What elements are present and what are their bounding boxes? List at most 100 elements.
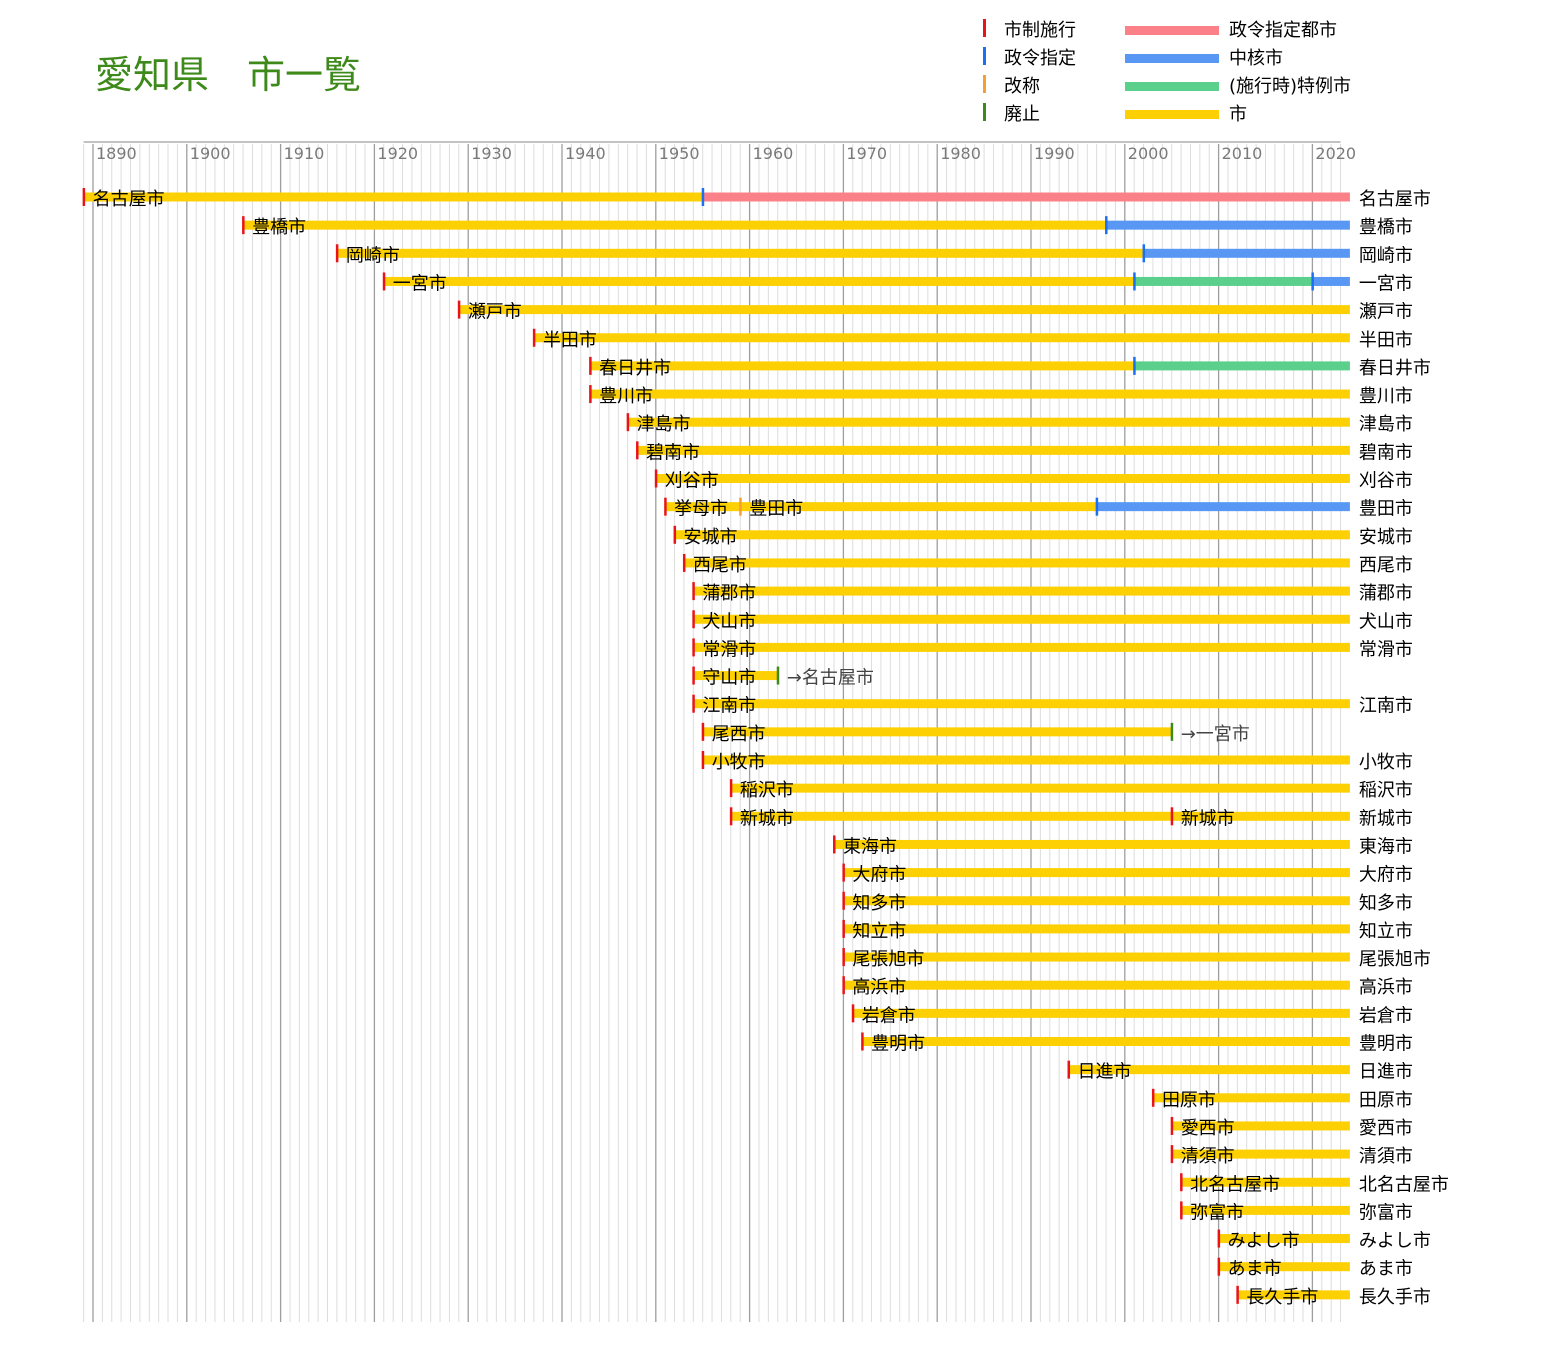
x-tick-label: 1940 bbox=[565, 144, 606, 163]
bar-segment-shi bbox=[655, 474, 1350, 483]
marker-shisei bbox=[1180, 1173, 1183, 1192]
marker-shisei bbox=[242, 216, 245, 235]
city-row: 小牧市 小牧市 bbox=[701, 751, 1413, 773]
x-tick-label: 1900 bbox=[190, 144, 231, 163]
bar-segment-shi bbox=[693, 671, 778, 681]
x-tick-label: 1960 bbox=[753, 144, 794, 163]
marker-shisei bbox=[701, 722, 705, 741]
bar-segment-shi bbox=[702, 727, 1172, 737]
x-tick-label: 1980 bbox=[940, 144, 981, 163]
city-row: 常滑市 常滑市 bbox=[692, 638, 1413, 660]
marker-shisei bbox=[692, 610, 695, 629]
bar-segment-chukaku bbox=[1143, 248, 1350, 258]
bar-segment-shi bbox=[843, 868, 1350, 878]
city-start-label: 一宮市 bbox=[393, 273, 447, 294]
city-start-label: 稲沢市 bbox=[740, 780, 794, 801]
city-right-label: 刈谷市 bbox=[1359, 471, 1413, 492]
city-row: 豊明市 豊明市 bbox=[861, 1032, 1413, 1055]
legend-bar-seirei_bar bbox=[1125, 26, 1219, 35]
bar-segment-chukaku bbox=[1312, 276, 1350, 286]
city-row: 東海市 東海市 bbox=[833, 835, 1413, 857]
city-row: 半田市 半田市 bbox=[532, 328, 1413, 351]
legend-label: 改称 bbox=[1004, 76, 1040, 97]
marker-kaisho bbox=[739, 497, 742, 516]
city-right-label: 長久手市 bbox=[1359, 1287, 1431, 1308]
city-start-label: 常滑市 bbox=[702, 639, 756, 660]
marker-name-label: 豊田市 bbox=[749, 499, 803, 520]
marker-shisei bbox=[692, 694, 695, 713]
city-row: 守山市 →名古屋市 bbox=[692, 666, 874, 689]
city-start-label: 挙母市 bbox=[674, 499, 728, 520]
marker-haishi bbox=[776, 666, 780, 685]
city-right-label: 小牧市 bbox=[1359, 752, 1413, 773]
city-right-label: 名古屋市 bbox=[1359, 189, 1431, 210]
city-right-label: 新城市 bbox=[1359, 808, 1413, 829]
city-start-label: 長久手市 bbox=[1246, 1287, 1318, 1308]
city-start-label: みよし市 bbox=[1228, 1231, 1300, 1252]
city-start-label: 豊橋市 bbox=[252, 217, 306, 238]
city-row: 江南市 江南市 bbox=[692, 694, 1413, 717]
bar-segment-chukaku bbox=[1096, 502, 1350, 512]
city-row: 岩倉市 岩倉市 bbox=[851, 1004, 1413, 1026]
city-start-label: 大府市 bbox=[852, 865, 906, 886]
city-start-label: 豊明市 bbox=[871, 1034, 925, 1055]
marker-seirei bbox=[1105, 216, 1108, 235]
city-right-label: 江南市 bbox=[1359, 696, 1413, 717]
marker-shisei bbox=[1151, 1088, 1155, 1107]
city-start-label: 北名古屋市 bbox=[1190, 1174, 1280, 1195]
marker-seirei bbox=[1133, 272, 1136, 291]
city-right-label: 知立市 bbox=[1359, 921, 1413, 942]
city-right-label: 半田市 bbox=[1359, 330, 1413, 351]
marker-shisei bbox=[682, 553, 686, 572]
marker-seirei bbox=[1142, 244, 1146, 263]
city-row: 尾西市 →一宮市 bbox=[701, 722, 1250, 745]
bar-segment-shi bbox=[693, 614, 1350, 624]
city-start-label: 名古屋市 bbox=[93, 189, 165, 210]
marker-shisei bbox=[701, 751, 705, 769]
city-right-label: 豊明市 bbox=[1359, 1034, 1413, 1055]
city-right-label: 碧南市 bbox=[1359, 442, 1413, 463]
city-start-label: 津島市 bbox=[637, 414, 691, 435]
city-row: 安城市 安城市 bbox=[673, 525, 1413, 548]
city-row: 瀬戸市 瀬戸市 bbox=[457, 300, 1413, 323]
city-row: 犬山市 犬山市 bbox=[692, 610, 1413, 632]
legend-marker-shisei bbox=[983, 19, 986, 37]
marker-shisei bbox=[589, 385, 592, 404]
legend-bar-chukaku_bar bbox=[1125, 54, 1219, 63]
city-right-label: 北名古屋市 bbox=[1359, 1174, 1449, 1195]
city-start-label: 安城市 bbox=[684, 527, 738, 548]
city-row: 碧南市 碧南市 bbox=[636, 441, 1413, 463]
city-row: 弥富市 弥富市 bbox=[1180, 1201, 1413, 1223]
city-row: 豊橋市 豊橋市 bbox=[242, 216, 1413, 238]
city-start-label: 岡崎市 bbox=[346, 245, 400, 266]
marker-haishi bbox=[1170, 722, 1174, 741]
marker-shisei bbox=[692, 638, 695, 657]
city-right-label: 尾張旭市 bbox=[1359, 949, 1431, 970]
city-start-label: 田原市 bbox=[1162, 1090, 1216, 1111]
bar-segment-shi bbox=[1171, 1149, 1350, 1159]
city-row: 高浜市 高浜市 bbox=[842, 976, 1413, 998]
x-tick-label: 2020 bbox=[1315, 144, 1356, 163]
city-row: 西尾市 西尾市 bbox=[682, 553, 1413, 576]
city-right-label: 岩倉市 bbox=[1359, 1005, 1413, 1026]
city-row: 尾張旭市 尾張旭市 bbox=[842, 948, 1431, 970]
merged-into-label: →名古屋市 bbox=[787, 668, 874, 689]
x-tick-label: 1910 bbox=[284, 144, 325, 163]
bar-segment-shi bbox=[693, 642, 1350, 652]
marker-shisei bbox=[842, 863, 845, 882]
bar-segment-shi bbox=[1181, 1177, 1350, 1187]
x-tick-label: 1990 bbox=[1034, 144, 1075, 163]
city-row: あま市 あま市 bbox=[1217, 1257, 1413, 1280]
bar-segment-shi bbox=[458, 305, 1350, 315]
bar-segment-shi bbox=[1068, 1065, 1350, 1075]
bar-segment-shi bbox=[590, 389, 1350, 399]
city-right-label: 岡崎市 bbox=[1359, 245, 1413, 266]
city-start-label: 清須市 bbox=[1181, 1146, 1235, 1167]
marker-shisei bbox=[861, 1032, 864, 1051]
bar-segment-shi bbox=[834, 839, 1350, 849]
bar-segment-shi bbox=[665, 502, 1097, 512]
city-row: 蒲郡市 蒲郡市 bbox=[692, 582, 1413, 604]
marker-shisei bbox=[626, 413, 630, 432]
